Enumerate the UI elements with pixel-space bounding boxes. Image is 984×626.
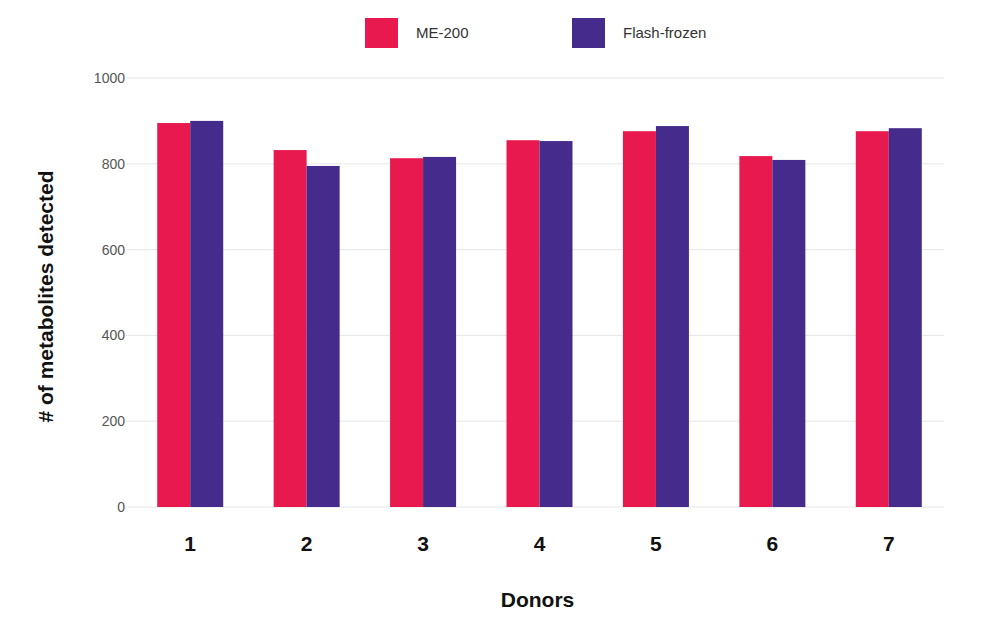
- bar: [157, 123, 190, 507]
- bar: [623, 131, 656, 507]
- legend-swatch: [572, 18, 605, 48]
- bar: [423, 157, 456, 507]
- bar: [190, 121, 223, 507]
- bar: [307, 166, 340, 507]
- bar: [889, 128, 922, 507]
- grid-line: [126, 78, 944, 79]
- bar: [390, 158, 423, 507]
- bars: [157, 121, 922, 507]
- bar: [772, 160, 805, 507]
- legend-label: ME-200: [416, 24, 469, 41]
- legend-swatch: [365, 18, 398, 48]
- x-tick-label: 1: [184, 532, 196, 555]
- bar: [739, 156, 772, 507]
- x-tick-label: 6: [767, 532, 779, 555]
- bar: [856, 131, 889, 507]
- bar: [656, 126, 689, 507]
- x-tick-label: 4: [534, 532, 546, 555]
- y-axis-label: # of metabolites detected: [34, 170, 57, 422]
- y-tick-label: 0: [117, 499, 125, 515]
- bar: [540, 141, 573, 507]
- x-tick-label: 3: [417, 532, 429, 555]
- legend-label: Flash-frozen: [623, 24, 706, 41]
- y-tick-label: 1000: [94, 70, 125, 86]
- x-tick-label: 2: [301, 532, 313, 555]
- bar: [507, 140, 540, 507]
- y-tick-label: 200: [102, 413, 126, 429]
- y-tick-label: 400: [102, 327, 126, 343]
- chart: 0 200 400 600 800 1000 1 2 3 4 5 6 7 Donors # of metab…: [0, 0, 984, 626]
- y-tick-label: 600: [102, 242, 126, 258]
- x-tick-label: 5: [650, 532, 662, 555]
- y-tick-label: 800: [102, 156, 126, 172]
- bar: [274, 150, 307, 507]
- x-axis-label: Donors: [501, 588, 575, 611]
- x-tick-label: 7: [883, 532, 895, 555]
